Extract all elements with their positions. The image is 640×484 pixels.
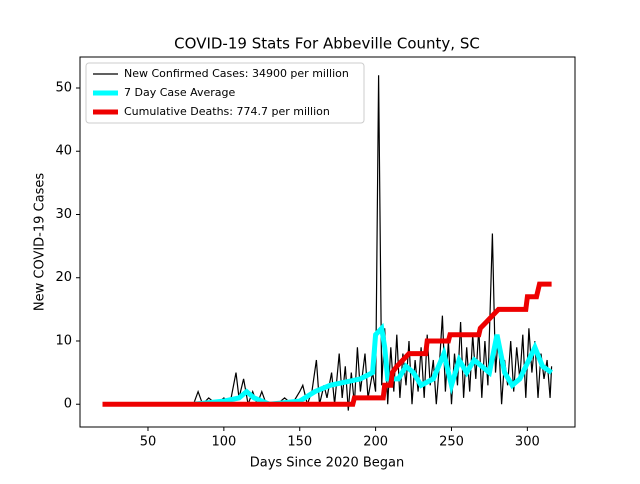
- legend-label: New Confirmed Cases: 34900 per million: [124, 67, 349, 80]
- x-tick-label: 200: [363, 435, 388, 450]
- x-tick-label: 50: [140, 435, 157, 450]
- x-tick-label: 300: [515, 435, 540, 450]
- chart-title: COVID-19 Stats For Abbeville County, SC: [174, 35, 480, 53]
- plot-frame: [79, 56, 576, 428]
- x-tick-label: 100: [211, 435, 236, 450]
- series-line: [102, 281, 552, 407]
- y-tick-label: 0: [64, 397, 72, 412]
- y-axis-label: New COVID-19 Cases: [33, 173, 48, 311]
- y-tick-label: 10: [55, 333, 72, 348]
- y-tick-label: 40: [55, 144, 72, 159]
- x-tick-label: 150: [287, 435, 312, 450]
- x-tick-label: 250: [439, 435, 464, 450]
- legend: New Confirmed Cases: 34900 per million 7 …: [85, 62, 365, 124]
- y-tick-label: 20: [55, 270, 72, 285]
- y-tick-label: 50: [55, 80, 72, 95]
- legend-label: 7 Day Case Average: [124, 86, 236, 99]
- legend-box: [85, 62, 365, 124]
- y-tick-label: 30: [55, 207, 72, 222]
- x-axis-label: Days Since 2020 Began: [250, 456, 405, 471]
- legend-label: Cumulative Deaths: 774.7 per million: [124, 105, 330, 118]
- plot-area: [102, 75, 554, 411]
